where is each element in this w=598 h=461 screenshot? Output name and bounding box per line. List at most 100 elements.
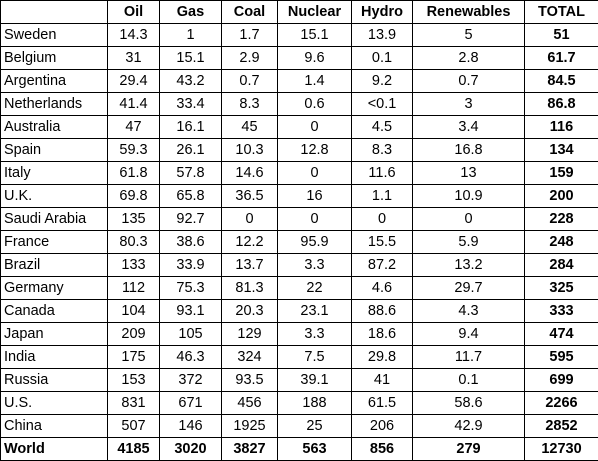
header-hydro: Hydro: [352, 1, 413, 24]
header-coal: Coal: [222, 1, 278, 24]
cell-total: 474: [525, 323, 598, 346]
cell-total: 228: [525, 208, 598, 231]
table-row: Italy 61.8 57.8 14.6 0 11.6 13 159: [1, 162, 598, 185]
cell-coal: 93.5: [222, 369, 278, 392]
cell-gas: 57.8: [160, 162, 222, 185]
cell-coal: 45: [222, 116, 278, 139]
cell-total: 325: [525, 277, 598, 300]
cell-country: Saudi Arabia: [1, 208, 108, 231]
table-row: U.K. 69.8 65.8 36.5 16 1.1 10.9 200: [1, 185, 598, 208]
table-row: Argentina 29.4 43.2 0.7 1.4 9.2 0.7 84.5: [1, 70, 598, 93]
cell-nuclear: 16: [278, 185, 352, 208]
cell-gas: 75.3: [160, 277, 222, 300]
cell-total: 51: [525, 24, 598, 47]
header-oil: Oil: [108, 1, 160, 24]
cell-hydro: 8.3: [352, 139, 413, 162]
cell-oil: 135: [108, 208, 160, 231]
table-row: France 80.3 38.6 12.2 95.9 15.5 5.9 248: [1, 231, 598, 254]
cell-total: 61.7: [525, 47, 598, 70]
cell-gas: 43.2: [160, 70, 222, 93]
cell-oil: 507: [108, 415, 160, 438]
cell-oil: 175: [108, 346, 160, 369]
cell-country: France: [1, 231, 108, 254]
cell-gas: 38.6: [160, 231, 222, 254]
cell-renewables: 13.2: [413, 254, 525, 277]
table-row: Australia 47 16.1 45 0 4.5 3.4 116: [1, 116, 598, 139]
cell-gas: 671: [160, 392, 222, 415]
world-nuclear: 563: [278, 438, 352, 461]
cell-country: U.K.: [1, 185, 108, 208]
cell-country: Netherlands: [1, 93, 108, 116]
cell-hydro: 4.5: [352, 116, 413, 139]
cell-coal: 1925: [222, 415, 278, 438]
cell-country: Russia: [1, 369, 108, 392]
world-oil: 4185: [108, 438, 160, 461]
cell-oil: 41.4: [108, 93, 160, 116]
cell-hydro: 13.9: [352, 24, 413, 47]
cell-country: Canada: [1, 300, 108, 323]
table-row: Russia 153 372 93.5 39.1 41 0.1 699: [1, 369, 598, 392]
cell-renewables: 3: [413, 93, 525, 116]
cell-oil: 104: [108, 300, 160, 323]
cell-coal: 36.5: [222, 185, 278, 208]
cell-nuclear: 15.1: [278, 24, 352, 47]
cell-oil: 112: [108, 277, 160, 300]
cell-hydro: 206: [352, 415, 413, 438]
cell-nuclear: 9.6: [278, 47, 352, 70]
header-gas: Gas: [160, 1, 222, 24]
header-total: TOTAL: [525, 1, 598, 24]
cell-oil: 61.8: [108, 162, 160, 185]
world-total: 12730: [525, 438, 598, 461]
cell-gas: 15.1: [160, 47, 222, 70]
cell-nuclear: 3.3: [278, 254, 352, 277]
cell-total: 284: [525, 254, 598, 277]
table-row: China 507 146 1925 25 206 42.9 2852: [1, 415, 598, 438]
cell-gas: 65.8: [160, 185, 222, 208]
header-nuclear: Nuclear: [278, 1, 352, 24]
cell-coal: 129: [222, 323, 278, 346]
world-gas: 3020: [160, 438, 222, 461]
cell-renewables: 58.6: [413, 392, 525, 415]
cell-coal: 2.9: [222, 47, 278, 70]
cell-gas: 16.1: [160, 116, 222, 139]
cell-country: Sweden: [1, 24, 108, 47]
table-row: Netherlands 41.4 33.4 8.3 0.6 <0.1 3 86.8: [1, 93, 598, 116]
cell-hydro: 15.5: [352, 231, 413, 254]
cell-coal: 10.3: [222, 139, 278, 162]
cell-oil: 47: [108, 116, 160, 139]
cell-total: 699: [525, 369, 598, 392]
cell-renewables: 29.7: [413, 277, 525, 300]
cell-renewables: 2.8: [413, 47, 525, 70]
cell-renewables: 4.3: [413, 300, 525, 323]
cell-hydro: 41: [352, 369, 413, 392]
cell-gas: 46.3: [160, 346, 222, 369]
cell-gas: 1: [160, 24, 222, 47]
cell-renewables: 0: [413, 208, 525, 231]
cell-nuclear: 188: [278, 392, 352, 415]
header-row: Oil Gas Coal Nuclear Hydro Renewables TO…: [1, 1, 598, 24]
table-row: Sweden 14.3 1 1.7 15.1 13.9 5 51: [1, 24, 598, 47]
cell-total: 159: [525, 162, 598, 185]
cell-hydro: 11.6: [352, 162, 413, 185]
header-renewables: Renewables: [413, 1, 525, 24]
cell-oil: 80.3: [108, 231, 160, 254]
cell-total: 2266: [525, 392, 598, 415]
cell-hydro: 1.1: [352, 185, 413, 208]
cell-renewables: 9.4: [413, 323, 525, 346]
cell-gas: 92.7: [160, 208, 222, 231]
cell-coal: 324: [222, 346, 278, 369]
cell-gas: 33.9: [160, 254, 222, 277]
cell-gas: 26.1: [160, 139, 222, 162]
cell-gas: 33.4: [160, 93, 222, 116]
cell-renewables: 5: [413, 24, 525, 47]
cell-coal: 20.3: [222, 300, 278, 323]
cell-nuclear: 7.5: [278, 346, 352, 369]
cell-hydro: 0.1: [352, 47, 413, 70]
table-body: Sweden 14.3 1 1.7 15.1 13.9 5 51 Belgium 31 15.1 2.…: [1, 24, 598, 438]
cell-country: India: [1, 346, 108, 369]
cell-renewables: 42.9: [413, 415, 525, 438]
cell-renewables: 0.7: [413, 70, 525, 93]
cell-hydro: 9.2: [352, 70, 413, 93]
table-row: Saudi Arabia 135 92.7 0 0 0 0 228: [1, 208, 598, 231]
cell-total: 2852: [525, 415, 598, 438]
